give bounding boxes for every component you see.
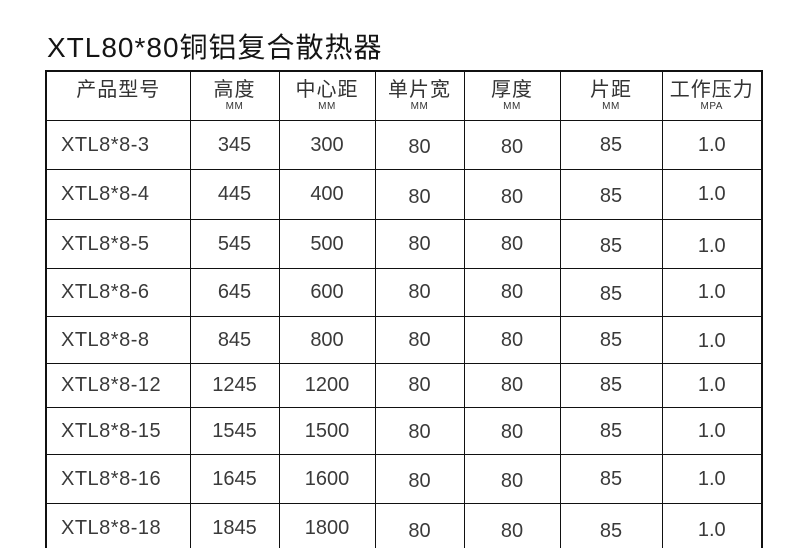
cell-piece-width: 80 bbox=[374, 363, 465, 408]
table-row: XTL8*8-8 845 800 80 80 85 1.0 bbox=[45, 316, 763, 364]
col-header-piece-width-unit: MM bbox=[410, 100, 429, 112]
cell-thickness: 80 bbox=[463, 219, 561, 269]
cell-model: XTL8*8-15 bbox=[45, 407, 191, 455]
col-header-working-pressure-label: 工作压力 bbox=[669, 78, 754, 101]
col-header-thickness: 厚度 MM bbox=[463, 70, 561, 121]
cell-center-distance: 1200 bbox=[278, 363, 376, 408]
col-header-height-unit: MM bbox=[225, 100, 244, 112]
cell-center-distance: 1800 bbox=[278, 503, 376, 548]
table-row: XTL8*8-4 445 400 80 80 85 1.0 bbox=[45, 169, 763, 220]
cell-piece-width: 80 bbox=[374, 503, 465, 548]
cell-height: 1245 bbox=[189, 363, 280, 408]
col-header-model-label: 产品型号 bbox=[76, 78, 161, 101]
cell-piece-spacing: 85 bbox=[559, 219, 663, 269]
cell-working-pressure: 1.0 bbox=[661, 407, 763, 455]
cell-piece-spacing: 85 bbox=[559, 268, 663, 317]
table-body: XTL8*8-3 345 300 80 80 85 1.0 XTL8*8-4 4… bbox=[45, 120, 763, 548]
cell-piece-width: 80 bbox=[374, 120, 465, 170]
col-header-height: 高度 MM bbox=[189, 70, 280, 121]
cell-model: XTL8*8-16 bbox=[45, 454, 191, 504]
table-row: XTL8*8-6 645 600 80 80 85 1.0 bbox=[45, 268, 763, 317]
cell-thickness: 80 bbox=[463, 407, 561, 455]
col-header-center-distance-label: 中心距 bbox=[295, 78, 359, 101]
col-header-model-unit bbox=[47, 101, 190, 114]
col-header-piece-width: 单片宽 MM bbox=[374, 70, 465, 121]
cell-piece-spacing: 85 bbox=[559, 363, 663, 408]
cell-thickness: 80 bbox=[463, 120, 561, 170]
cell-center-distance: 1500 bbox=[278, 407, 376, 455]
cell-center-distance: 300 bbox=[278, 120, 376, 170]
cell-center-distance: 400 bbox=[278, 169, 376, 220]
table-row: XTL8*8-18 1845 1800 80 80 85 1.0 bbox=[45, 503, 763, 548]
table-header: 产品型号 高度 MM 中心距 MM 单片宽 MM 厚度 MM bbox=[45, 70, 763, 121]
col-header-piece-spacing: 片距 MM bbox=[559, 70, 663, 121]
cell-piece-spacing: 85 bbox=[559, 316, 663, 364]
cell-working-pressure: 1.0 bbox=[661, 120, 763, 170]
table-row: XTL8*8-5 545 500 80 80 85 1.0 bbox=[45, 219, 763, 269]
table-row: XTL8*8-12 1245 1200 80 80 85 1.0 bbox=[45, 363, 763, 408]
cell-center-distance: 800 bbox=[278, 316, 376, 364]
cell-thickness: 80 bbox=[463, 454, 561, 504]
cell-center-distance: 500 bbox=[278, 219, 376, 269]
col-header-piece-spacing-label: 片距 bbox=[590, 78, 632, 101]
cell-height: 545 bbox=[189, 219, 280, 269]
col-header-working-pressure-unit: MPA bbox=[700, 100, 723, 112]
cell-piece-spacing: 85 bbox=[559, 407, 663, 455]
col-header-working-pressure: 工作压力 MPA bbox=[661, 70, 763, 121]
cell-model: XTL8*8-6 bbox=[45, 268, 191, 317]
cell-piece-spacing: 85 bbox=[559, 503, 663, 548]
cell-model: XTL8*8-18 bbox=[45, 503, 191, 548]
cell-model: XTL8*8-4 bbox=[45, 169, 191, 220]
col-header-model: 产品型号 bbox=[45, 70, 191, 121]
cell-piece-spacing: 85 bbox=[559, 169, 663, 220]
cell-piece-spacing: 85 bbox=[559, 120, 663, 170]
cell-working-pressure: 1.0 bbox=[661, 503, 763, 548]
cell-working-pressure: 1.0 bbox=[661, 219, 763, 269]
table-row: XTL8*8-3 345 300 80 80 85 1.0 bbox=[45, 120, 763, 170]
spec-table: 产品型号 高度 MM 中心距 MM 单片宽 MM 厚度 MM bbox=[45, 70, 763, 548]
header-row: 产品型号 高度 MM 中心距 MM 单片宽 MM 厚度 MM bbox=[45, 70, 763, 121]
cell-thickness: 80 bbox=[463, 363, 561, 408]
col-header-piece-width-label: 单片宽 bbox=[388, 78, 451, 101]
cell-height: 1545 bbox=[189, 407, 280, 455]
col-header-center-distance-unit: MM bbox=[318, 100, 336, 112]
page-title: XTL80*80铜铝复合散热器 bbox=[47, 32, 383, 63]
table-row: XTL8*8-15 1545 1500 80 80 85 1.0 bbox=[45, 407, 763, 455]
cell-model: XTL8*8-8 bbox=[45, 316, 191, 364]
cell-thickness: 80 bbox=[463, 268, 561, 317]
cell-model: XTL8*8-5 bbox=[45, 219, 191, 269]
cell-thickness: 80 bbox=[463, 169, 561, 220]
cell-working-pressure: 1.0 bbox=[661, 363, 763, 408]
cell-piece-width: 80 bbox=[374, 454, 465, 504]
table-row: XTL8*8-16 1645 1600 80 80 85 1.0 bbox=[45, 454, 763, 504]
cell-height: 345 bbox=[189, 120, 280, 170]
cell-model: XTL8*8-12 bbox=[45, 363, 191, 408]
cell-working-pressure: 1.0 bbox=[661, 169, 763, 220]
cell-piece-width: 80 bbox=[374, 219, 465, 269]
cell-piece-width: 80 bbox=[374, 316, 465, 364]
cell-working-pressure: 1.0 bbox=[661, 268, 763, 317]
cell-height: 445 bbox=[189, 169, 280, 220]
cell-working-pressure: 1.0 bbox=[661, 454, 763, 504]
cell-center-distance: 1600 bbox=[278, 454, 376, 504]
cell-height: 1845 bbox=[189, 503, 280, 548]
cell-height: 645 bbox=[189, 268, 280, 317]
cell-piece-spacing: 85 bbox=[559, 454, 663, 504]
cell-height: 845 bbox=[189, 316, 280, 364]
cell-center-distance: 600 bbox=[278, 268, 376, 317]
cell-piece-width: 80 bbox=[374, 169, 465, 220]
col-header-thickness-label: 厚度 bbox=[491, 78, 533, 101]
cell-thickness: 80 bbox=[463, 503, 561, 548]
cell-piece-width: 80 bbox=[374, 268, 465, 317]
col-header-height-label: 高度 bbox=[213, 78, 256, 101]
cell-model: XTL8*8-3 bbox=[45, 120, 191, 170]
cell-height: 1645 bbox=[189, 454, 280, 504]
cell-piece-width: 80 bbox=[374, 407, 465, 455]
cell-working-pressure: 1.0 bbox=[661, 316, 763, 364]
col-header-piece-spacing-unit: MM bbox=[602, 100, 620, 112]
col-header-center-distance: 中心距 MM bbox=[278, 70, 376, 121]
col-header-thickness-unit: MM bbox=[503, 100, 521, 112]
cell-thickness: 80 bbox=[463, 316, 561, 364]
